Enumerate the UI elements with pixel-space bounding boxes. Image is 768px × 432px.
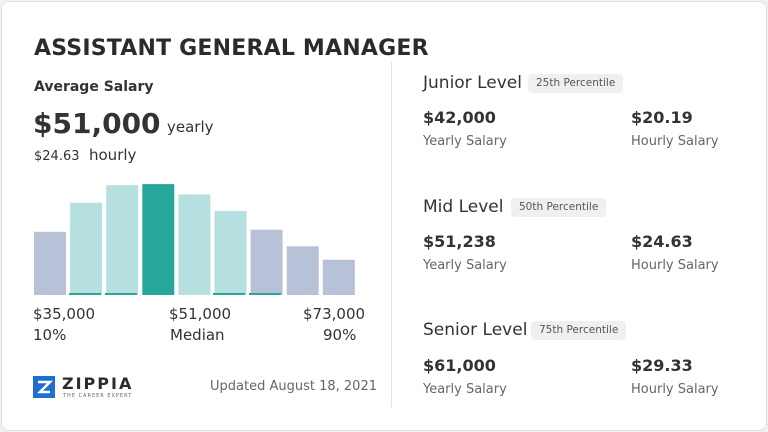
marker xyxy=(69,293,101,295)
median-salary: $51,000 xyxy=(169,305,232,323)
yearly: $61,000 xyxy=(423,356,496,375)
yearly-label: Yearly Salary xyxy=(423,134,507,149)
percentile: 50th Percentile xyxy=(511,198,607,217)
divider xyxy=(391,62,392,407)
yearly-label: Yearly Salary xyxy=(423,382,507,397)
bar xyxy=(250,229,283,295)
brand: ZIPPIA xyxy=(62,374,134,393)
marker xyxy=(105,293,137,295)
hourly-label: Hourly Salary xyxy=(631,382,719,397)
average-label: Average Salary xyxy=(34,79,154,95)
bar xyxy=(34,231,66,295)
title: ASSISTANT GENERAL MANAGER xyxy=(34,36,429,61)
yearly-label: Yearly Salary xyxy=(423,258,507,273)
bar xyxy=(70,202,103,295)
marker xyxy=(213,293,245,295)
low-pct: 10% xyxy=(33,326,67,344)
hourly: $29.33 xyxy=(631,356,693,375)
bar xyxy=(322,259,355,295)
median-label: Median xyxy=(170,326,225,344)
bar xyxy=(106,185,139,295)
high-salary: $73,000 xyxy=(303,305,366,323)
tagline: THE CAREER EXPERT xyxy=(63,393,133,399)
low-salary: $35,000 xyxy=(33,305,96,323)
hourly-label: Hourly Salary xyxy=(631,134,719,149)
logo-icon xyxy=(33,376,55,398)
hourly-amount: $24.63 xyxy=(34,149,80,164)
yearly-unit: yearly xyxy=(167,118,214,136)
bar xyxy=(286,246,319,295)
percentile: 25th Percentile xyxy=(528,74,624,93)
percentile: 75th Percentile xyxy=(531,321,627,340)
bar xyxy=(214,211,247,295)
updated: Updated August 18, 2021 xyxy=(210,379,377,394)
hourly-label: Hourly Salary xyxy=(631,258,719,273)
high-pct: 90% xyxy=(323,326,357,344)
level-name: Mid Level xyxy=(423,197,504,217)
histogram xyxy=(34,184,355,295)
hourly: $24.63 xyxy=(631,232,693,251)
marker xyxy=(249,293,281,295)
yearly-amount: $51,000 xyxy=(33,107,161,140)
level-name: Senior Level xyxy=(423,320,528,340)
bar xyxy=(178,194,211,295)
level-name: Junior Level xyxy=(423,73,522,93)
yearly: $42,000 xyxy=(423,108,496,127)
hourly-unit: hourly xyxy=(89,146,137,164)
hourly: $20.19 xyxy=(631,108,693,127)
bar xyxy=(142,184,175,295)
yearly: $51,238 xyxy=(423,232,496,251)
